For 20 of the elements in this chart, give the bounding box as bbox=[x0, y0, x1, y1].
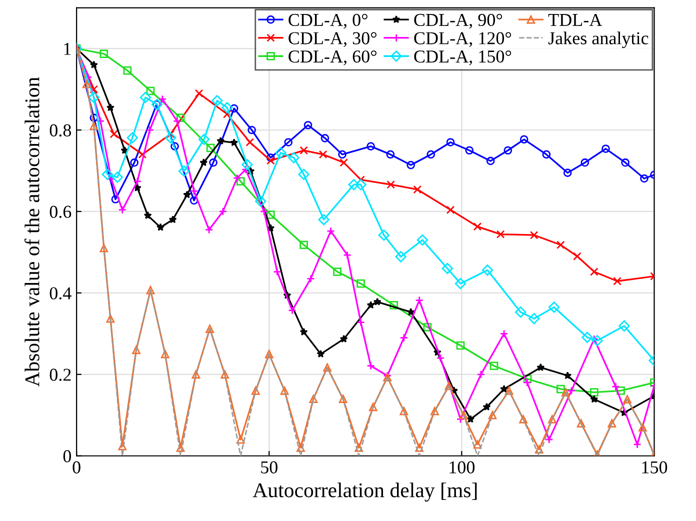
y-tick-label: 0.6 bbox=[50, 206, 72, 218]
x-tick-label: 50 bbox=[261, 461, 278, 474]
legend-label: TDL-A bbox=[548, 14, 602, 26]
x-tick-label: 100 bbox=[450, 461, 475, 474]
legend-label: CDL-A, 0° bbox=[288, 14, 368, 29]
legend-label: Jakes analytic bbox=[548, 32, 648, 48]
x-axis-title: Autocorrelation delay [ms] bbox=[252, 482, 477, 502]
legend-label: CDL-A, 90° bbox=[414, 14, 502, 29]
y-axis-title: Absolute value of the autocorrelation bbox=[24, 77, 40, 387]
legend-label: CDL-A, 150° bbox=[414, 50, 512, 66]
legend-label: CDL-A, 60° bbox=[288, 50, 376, 66]
legend-label: CDL-A, 120° bbox=[414, 32, 512, 47]
x-tick-label: 0 bbox=[72, 461, 80, 474]
y-tick-label: 1 bbox=[64, 42, 71, 55]
x-tick-label: 150 bbox=[642, 461, 668, 474]
y-tick-label: 0 bbox=[63, 450, 72, 462]
legend-label: CDL-A, 30° bbox=[288, 32, 376, 47]
y-tick-label: 0.8 bbox=[50, 124, 72, 137]
y-tick-label: 0.2 bbox=[50, 368, 71, 381]
y-tick-label: 0.4 bbox=[50, 287, 72, 300]
